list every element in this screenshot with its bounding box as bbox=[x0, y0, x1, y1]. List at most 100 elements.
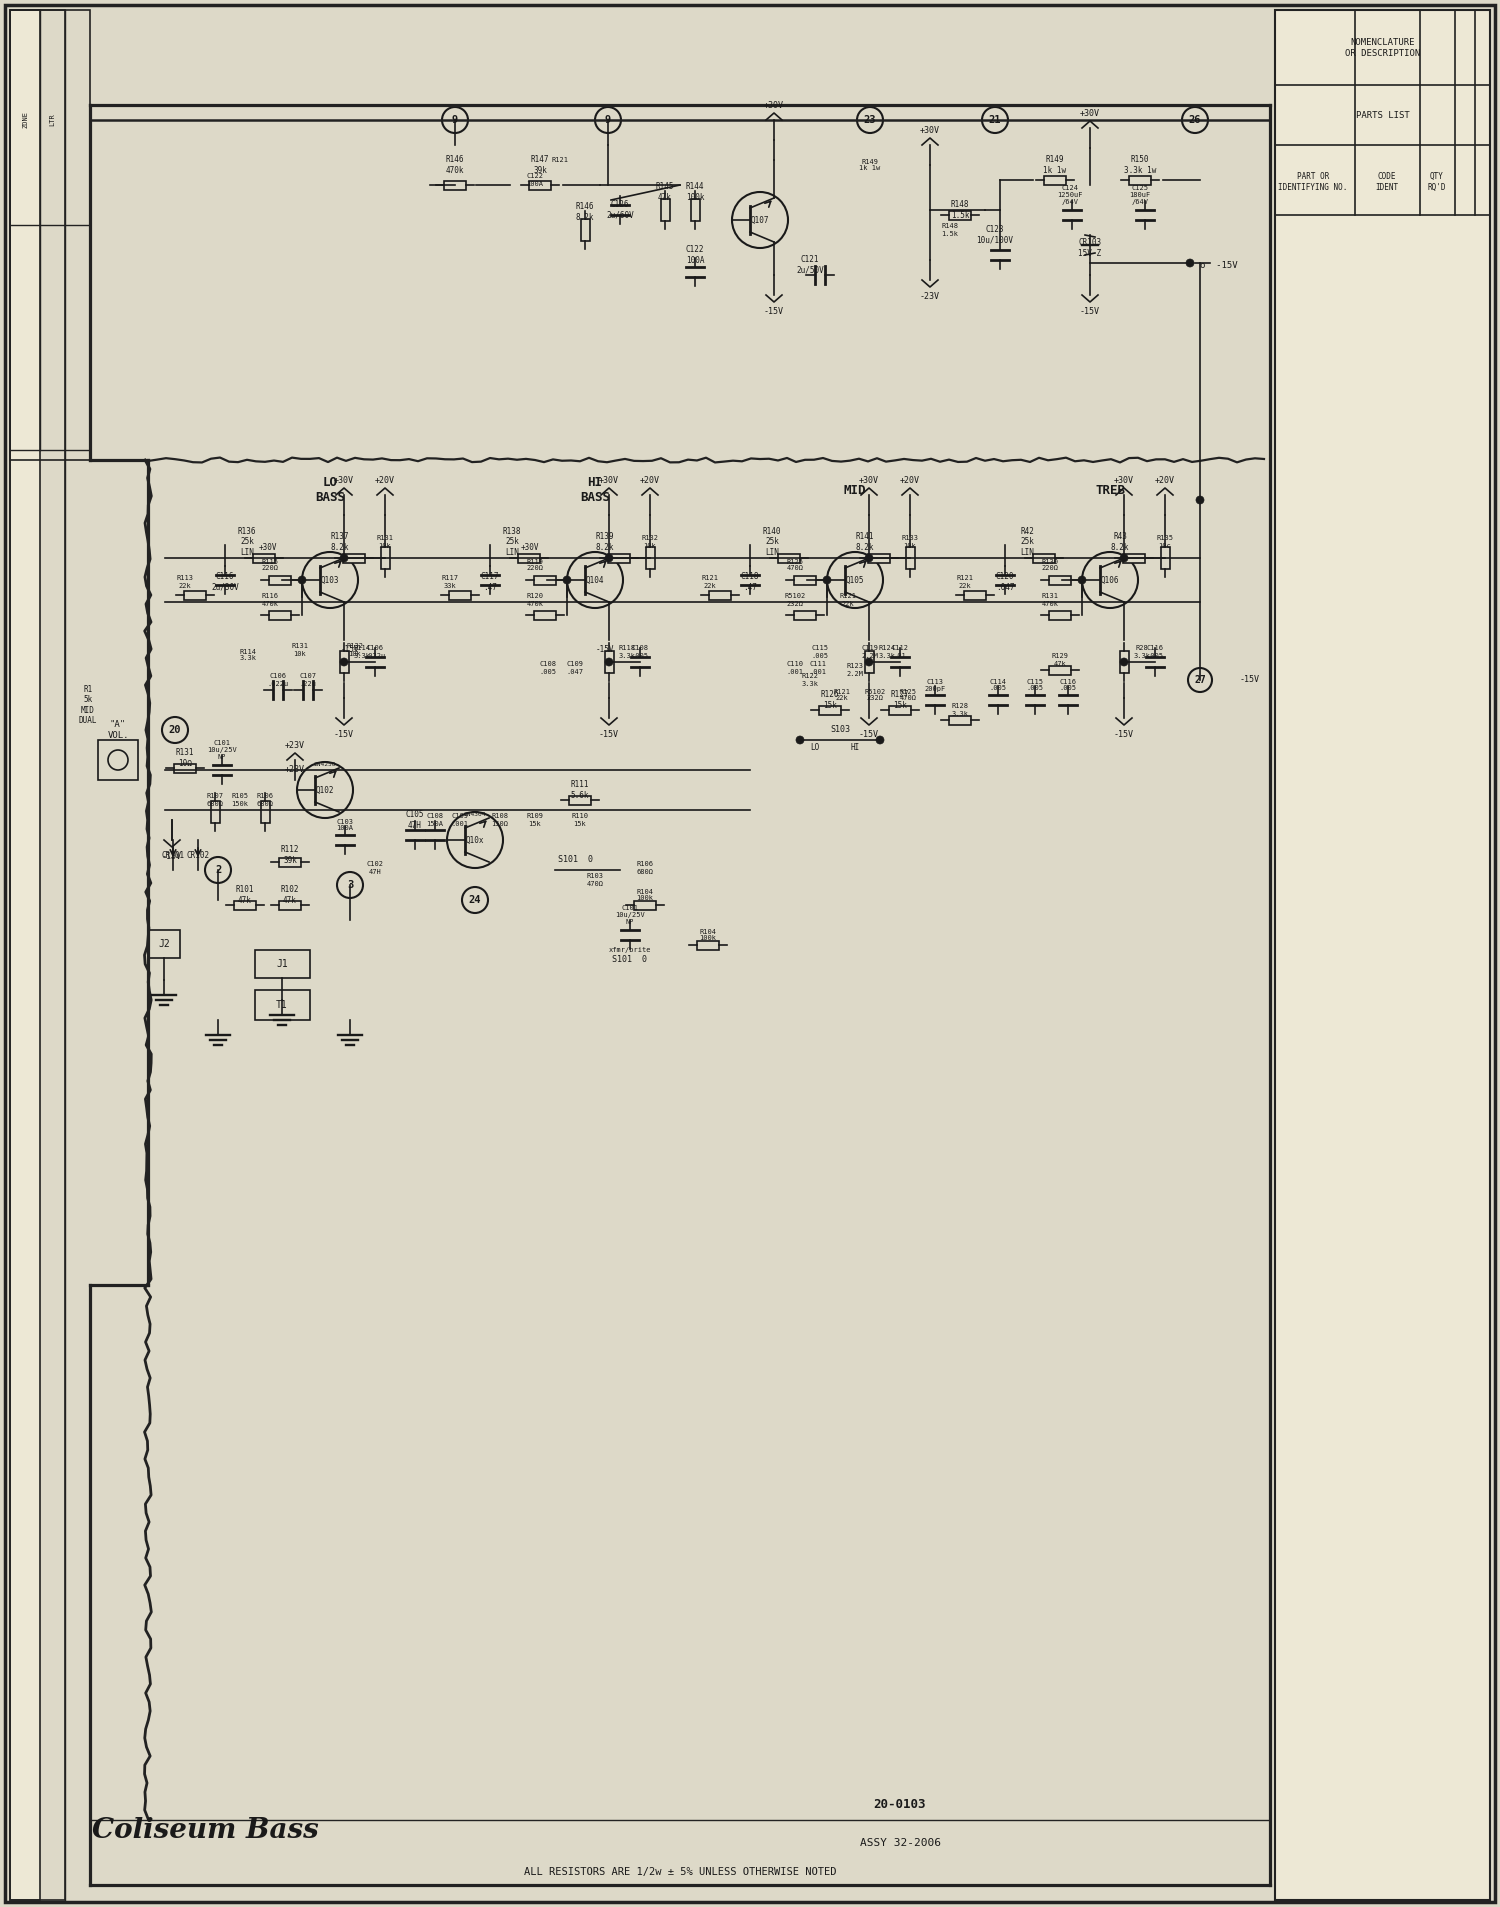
Text: R131
470k: R131 470k bbox=[1041, 593, 1059, 606]
Text: R121
22k: R121 22k bbox=[702, 576, 718, 589]
Circle shape bbox=[604, 658, 613, 666]
Bar bbox=[10, 10, 90, 460]
Text: R119
220Ω: R119 220Ω bbox=[526, 559, 543, 572]
Bar bbox=[950, 210, 970, 219]
Bar bbox=[148, 931, 180, 957]
Bar bbox=[254, 553, 274, 563]
Bar bbox=[864, 650, 873, 673]
Text: R126
15k: R126 15k bbox=[821, 690, 840, 709]
Text: -15V: -15V bbox=[596, 645, 615, 654]
Text: R131
10k: R131 10k bbox=[291, 643, 309, 656]
Text: -15V: -15V bbox=[1114, 730, 1134, 740]
Circle shape bbox=[1082, 551, 1138, 608]
Text: ALL RESISTORS ARE 1/2w ± 5% UNLESS OTHERWISE NOTED: ALL RESISTORS ARE 1/2w ± 5% UNLESS OTHER… bbox=[524, 1867, 837, 1876]
Circle shape bbox=[462, 887, 488, 913]
Bar bbox=[964, 591, 986, 599]
Text: T1: T1 bbox=[276, 999, 288, 1011]
Text: R135
10c: R135 10c bbox=[1156, 536, 1173, 549]
Text: C120
.047: C120 .047 bbox=[996, 572, 1014, 591]
Text: C119
2.2M: C119 2.2M bbox=[861, 645, 879, 658]
Text: R116
470k: R116 470k bbox=[261, 593, 279, 606]
Text: +30V: +30V bbox=[1114, 477, 1134, 484]
Bar bbox=[868, 553, 889, 563]
Text: C111
.001: C111 .001 bbox=[810, 662, 826, 675]
Circle shape bbox=[108, 749, 128, 770]
Bar bbox=[10, 10, 64, 1899]
Text: Q102: Q102 bbox=[315, 786, 334, 795]
Text: R113
22k: R113 22k bbox=[177, 576, 194, 589]
Circle shape bbox=[302, 551, 358, 608]
Text: CR101: CR101 bbox=[162, 851, 184, 860]
Text: R101
47k: R101 47k bbox=[236, 885, 254, 904]
Text: Q103: Q103 bbox=[321, 576, 339, 585]
Bar bbox=[1048, 666, 1071, 675]
Circle shape bbox=[1196, 496, 1204, 503]
Text: HI: HI bbox=[850, 744, 859, 753]
Text: R110
15k: R110 15k bbox=[572, 814, 588, 826]
Text: R149
1k 1w: R149 1k 1w bbox=[1044, 154, 1066, 175]
Text: R150
3.3k 1w: R150 3.3k 1w bbox=[1124, 154, 1156, 175]
Text: R133
10k: R133 10k bbox=[902, 536, 918, 549]
Bar bbox=[608, 553, 630, 563]
Bar bbox=[890, 706, 910, 715]
Text: Coliseum Bass: Coliseum Bass bbox=[92, 1817, 318, 1844]
Text: C107
.22u: C107 .22u bbox=[300, 673, 316, 687]
Text: C108
.005: C108 .005 bbox=[632, 645, 648, 658]
Bar bbox=[794, 576, 816, 585]
Text: -23V: -23V bbox=[920, 292, 940, 301]
Text: R120
470k: R120 470k bbox=[526, 593, 543, 606]
Bar bbox=[174, 763, 196, 772]
Bar bbox=[634, 900, 656, 910]
Bar bbox=[255, 950, 310, 978]
Text: S101  0: S101 0 bbox=[558, 856, 592, 864]
Text: R121
22k: R121 22k bbox=[840, 593, 856, 606]
Text: C106
.022u: C106 .022u bbox=[364, 645, 386, 658]
Circle shape bbox=[796, 736, 804, 744]
Text: R117
33k: R117 33k bbox=[441, 576, 459, 589]
Text: C105
47H: C105 47H bbox=[405, 810, 424, 830]
Bar bbox=[268, 610, 291, 620]
Text: R115
220Ω: R115 220Ω bbox=[261, 559, 279, 572]
Circle shape bbox=[1182, 107, 1208, 133]
Bar bbox=[906, 547, 915, 568]
Text: +30V: +30V bbox=[859, 477, 879, 484]
Text: 3: 3 bbox=[346, 879, 352, 891]
Text: NOMENCLATURE
OR DESCRIPTION: NOMENCLATURE OR DESCRIPTION bbox=[1346, 38, 1420, 57]
Text: C122
100A: C122 100A bbox=[526, 174, 543, 187]
Text: J2: J2 bbox=[158, 938, 170, 950]
Circle shape bbox=[340, 555, 348, 563]
Bar bbox=[1048, 610, 1071, 620]
Text: 21: 21 bbox=[988, 114, 1002, 126]
Text: R148
1.5k: R148 1.5k bbox=[951, 200, 969, 219]
Circle shape bbox=[447, 812, 503, 868]
Text: PART OR
IDENTIFYING NO.: PART OR IDENTIFYING NO. bbox=[1278, 172, 1347, 193]
Bar bbox=[1119, 650, 1128, 673]
Text: +20V: +20V bbox=[640, 477, 660, 484]
Text: R146
8.2k: R146 8.2k bbox=[576, 202, 594, 221]
Circle shape bbox=[206, 856, 231, 883]
Text: R104
100k: R104 100k bbox=[699, 929, 717, 942]
Text: R147
39k: R147 39k bbox=[531, 154, 549, 175]
Text: -15V: -15V bbox=[162, 852, 182, 860]
Text: R132
10k: R132 10k bbox=[642, 536, 658, 549]
Text: ASSY 32-2006: ASSY 32-2006 bbox=[859, 1838, 940, 1848]
Text: C118
.47: C118 .47 bbox=[741, 572, 759, 591]
Text: R124
3.3k: R124 3.3k bbox=[879, 645, 896, 658]
Text: C126
2u/60V: C126 2u/60V bbox=[606, 200, 634, 219]
Circle shape bbox=[1186, 259, 1194, 267]
Bar bbox=[534, 576, 556, 585]
Text: C122
100A: C122 100A bbox=[686, 246, 705, 265]
Bar bbox=[1275, 10, 1490, 1899]
Text: C110
.001: C110 .001 bbox=[786, 662, 804, 675]
Circle shape bbox=[824, 576, 831, 584]
Bar bbox=[255, 990, 310, 1020]
Text: R125
470Ω: R125 470Ω bbox=[786, 559, 804, 572]
Text: R1
5k
MID
DUAL: R1 5k MID DUAL bbox=[78, 685, 98, 725]
Circle shape bbox=[865, 658, 873, 666]
Text: R138
25k
LIN: R138 25k LIN bbox=[503, 526, 522, 557]
Text: C109
.001: C109 .001 bbox=[452, 814, 468, 826]
Text: S101  0: S101 0 bbox=[612, 955, 648, 965]
Text: C115
.005: C115 .005 bbox=[1026, 679, 1044, 692]
Text: R123
2.2M: R123 2.2M bbox=[846, 664, 864, 677]
Text: LO: LO bbox=[810, 744, 819, 753]
